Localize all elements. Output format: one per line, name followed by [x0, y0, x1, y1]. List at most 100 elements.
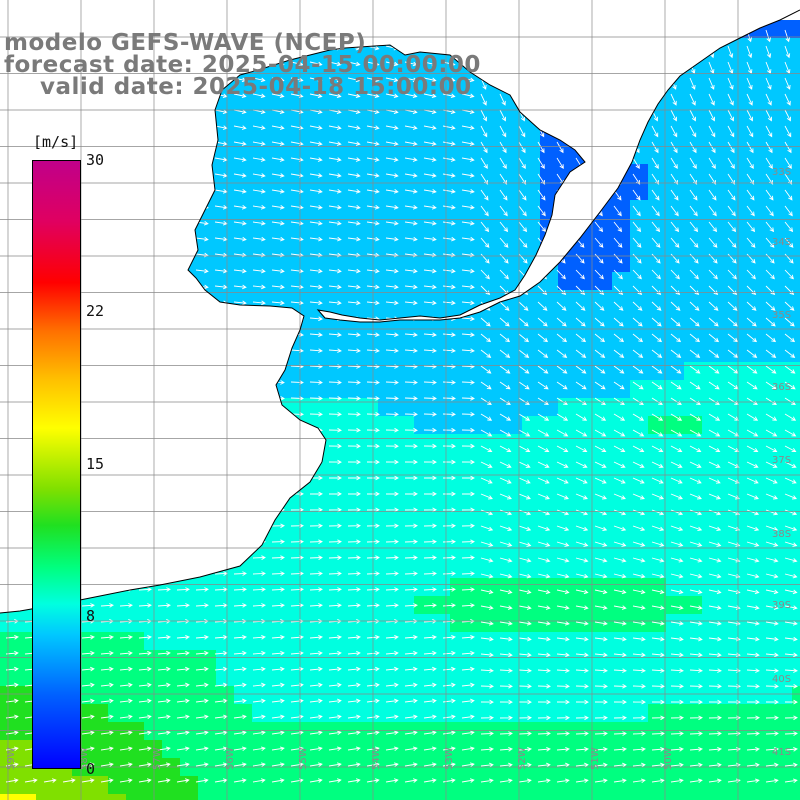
wind-arrow [252, 141, 266, 146]
sea-cell [774, 704, 793, 723]
sea-cell [18, 794, 37, 800]
wind-arrow [442, 157, 456, 162]
wind-arrow [233, 634, 247, 640]
sea-cell [54, 776, 73, 795]
sea-cell [756, 362, 775, 381]
wind-arrow [157, 762, 171, 767]
wind-arrow [518, 365, 530, 374]
wind-arrow [651, 477, 664, 484]
wind-arrow [233, 205, 247, 210]
sea-cell [702, 488, 721, 507]
wind-arrow [461, 650, 475, 656]
sea-cell [234, 686, 253, 705]
sea-cell [738, 560, 757, 579]
wind-arrow [632, 333, 644, 343]
wind-arrow [727, 109, 734, 122]
wind-arrow [594, 477, 607, 484]
wind-arrow [746, 636, 760, 642]
wind-arrow [233, 252, 247, 258]
wind-arrow [594, 573, 608, 579]
sea-cell [486, 182, 505, 201]
wind-arrow [404, 220, 418, 226]
sea-cell [432, 560, 451, 579]
wind-arrow [537, 715, 551, 721]
sea-cell [306, 56, 325, 75]
sea-cell [720, 164, 739, 183]
sea-cell [306, 686, 325, 705]
wind-arrow [385, 762, 399, 767]
sea-cell [684, 650, 703, 669]
wind-arrow [461, 316, 475, 322]
wind-arrow [689, 349, 701, 358]
sea-cell [144, 740, 163, 759]
wind-arrow [537, 429, 550, 437]
sea-cell [450, 632, 469, 651]
sea-cell [504, 182, 523, 201]
sea-cell [756, 272, 775, 291]
wind-arrow [100, 682, 114, 688]
wind-arrow [708, 493, 721, 500]
sea-cell [720, 596, 739, 615]
wind-arrow [309, 141, 323, 146]
sea-cell [648, 488, 667, 507]
wind-arrow [499, 652, 513, 658]
sea-cell [738, 758, 757, 777]
wind-arrow [100, 603, 114, 608]
sea-cell [522, 434, 541, 453]
sea-cell [630, 758, 649, 777]
wind-arrow [537, 746, 551, 752]
wind-arrow [575, 715, 589, 721]
wind-arrow [328, 205, 342, 210]
sea-cell [342, 74, 361, 93]
sea-cell [648, 272, 667, 291]
sea-cell [396, 614, 415, 633]
wind-arrow [613, 605, 627, 610]
wind-arrow [708, 221, 718, 233]
sea-cell [252, 650, 271, 669]
sea-cell [684, 254, 703, 273]
sea-cell [396, 200, 415, 219]
wind-arrow [537, 699, 551, 705]
wind-arrow [233, 778, 247, 783]
sea-cell [234, 650, 253, 669]
sea-cell [738, 254, 757, 273]
sea-cell [306, 614, 325, 633]
wind-arrow [328, 730, 342, 736]
wind-arrow [195, 730, 209, 736]
sea-cell [558, 416, 577, 435]
wind-arrow [385, 459, 399, 465]
wind-arrow [309, 682, 323, 688]
sea-cell [576, 560, 595, 579]
sea-cell [612, 308, 631, 327]
sea-cell [468, 398, 487, 417]
wind-arrow [689, 317, 700, 327]
sea-cell [378, 758, 397, 777]
sea-cell [234, 164, 253, 183]
wind-arrow [138, 698, 152, 704]
wind-arrow [727, 317, 738, 327]
sea-cell [666, 758, 685, 777]
wind-arrow [575, 413, 588, 421]
wind-arrow [119, 650, 133, 656]
wind-arrow [537, 205, 546, 217]
wind-arrow [252, 698, 266, 704]
wind-arrow [442, 284, 456, 290]
wind-arrow [556, 365, 568, 374]
sea-cell [738, 596, 757, 615]
sea-cell [360, 434, 379, 453]
sea-cell [288, 758, 307, 777]
sea-cell [414, 182, 433, 201]
sea-cell [684, 560, 703, 579]
sea-cell [720, 416, 739, 435]
colorbar-tick-0: 0 [86, 760, 96, 778]
sea-cell [270, 200, 289, 219]
sea-cell [180, 650, 199, 669]
lon-label: 59W [6, 747, 17, 770]
sea-cell [486, 218, 505, 237]
sea-cell [360, 524, 379, 543]
wind-arrow [651, 573, 665, 579]
forecast-date: forecast date: 2025-04-15 00:00:00 [4, 52, 481, 78]
wind-arrow [157, 634, 171, 640]
sea-cell [360, 452, 379, 471]
sea-cell [702, 398, 721, 417]
